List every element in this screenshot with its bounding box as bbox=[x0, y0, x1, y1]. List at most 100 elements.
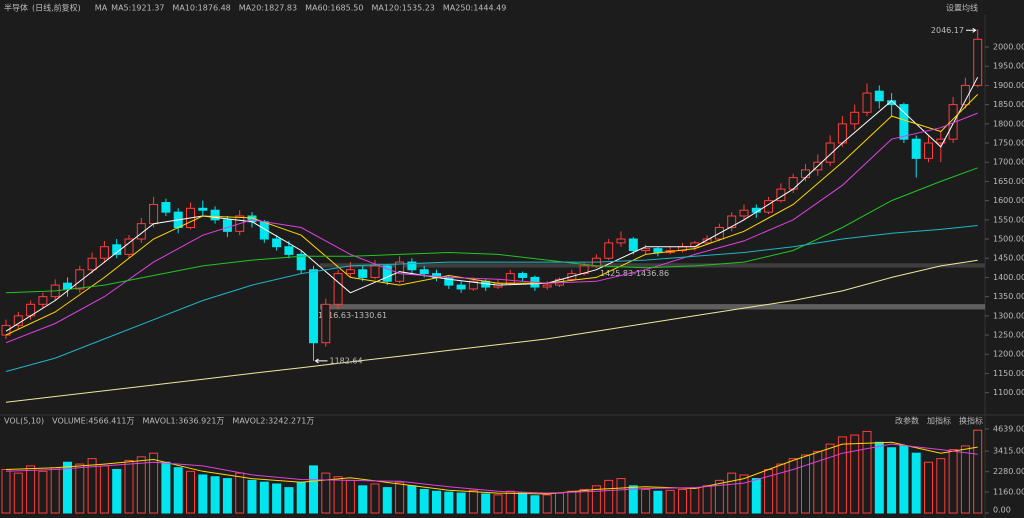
candle-body bbox=[358, 269, 368, 278]
ma-legend: MA60:1685.50 bbox=[305, 4, 363, 13]
vol-y-tick-label: 2280.00 bbox=[993, 467, 1024, 476]
volume-bar bbox=[714, 479, 724, 514]
volume-bar bbox=[899, 445, 909, 514]
candle-body bbox=[641, 248, 651, 252]
volume-bar bbox=[530, 495, 540, 514]
volume-bar bbox=[887, 447, 897, 514]
volume-bar bbox=[776, 463, 786, 514]
candle-body bbox=[911, 138, 921, 159]
vol-legend: VOLUME:4566.411万 bbox=[52, 417, 134, 426]
volume-bar bbox=[284, 487, 294, 514]
candle-body bbox=[75, 269, 85, 290]
y-tick-label: 1750.00 bbox=[993, 139, 1024, 148]
y-tick-label: 1200.00 bbox=[993, 350, 1024, 359]
band-label: 1316.63-1330.61 bbox=[318, 311, 387, 320]
candle-body bbox=[801, 169, 810, 179]
ma-title: MA bbox=[95, 4, 108, 13]
volume-bar bbox=[432, 490, 441, 514]
candle-body bbox=[468, 280, 478, 290]
candle-body bbox=[727, 215, 737, 229]
volume-bar bbox=[186, 470, 195, 514]
candle-body bbox=[505, 273, 515, 284]
y-tick-label: 1100.00 bbox=[993, 388, 1024, 397]
candle-body bbox=[296, 253, 306, 271]
volume-bar bbox=[653, 490, 663, 514]
max-arrow bbox=[966, 27, 977, 33]
volume-bar bbox=[50, 467, 60, 514]
ma-legend: MA20:1827.83 bbox=[239, 4, 297, 13]
volume-bar bbox=[222, 478, 232, 514]
candle-body bbox=[99, 246, 109, 259]
indicator-button[interactable]: 换指标 bbox=[959, 416, 983, 426]
candle-body bbox=[628, 238, 638, 252]
volume-bar bbox=[493, 494, 503, 514]
ma-line bbox=[5, 94, 979, 336]
y-tick-label: 1600.00 bbox=[993, 196, 1024, 205]
candle-body bbox=[862, 92, 872, 113]
volume-bar bbox=[911, 452, 921, 514]
volume-bar bbox=[801, 454, 810, 514]
volume-bar bbox=[370, 483, 380, 514]
y-tick-label: 1500.00 bbox=[993, 235, 1024, 244]
volume-bar bbox=[665, 489, 675, 514]
y-tick-label: 1950.00 bbox=[993, 62, 1024, 71]
candle-body bbox=[518, 273, 528, 278]
ma-line bbox=[5, 225, 978, 372]
volume-bar bbox=[628, 485, 638, 514]
volume-bar bbox=[788, 458, 798, 514]
volume-bar bbox=[124, 459, 134, 514]
volume-bar bbox=[468, 489, 478, 514]
volume-bar bbox=[960, 445, 970, 514]
candle-body bbox=[407, 261, 417, 271]
y-tick-label: 1850.00 bbox=[993, 100, 1024, 109]
candle-body bbox=[38, 296, 48, 305]
y-tick-label: 1700.00 bbox=[993, 158, 1024, 167]
candle-body bbox=[899, 104, 909, 140]
candle-body bbox=[825, 142, 835, 163]
volume-bar bbox=[862, 430, 872, 514]
volume-bar bbox=[161, 461, 171, 514]
candle-body bbox=[136, 223, 146, 240]
volume-bar bbox=[1, 469, 11, 514]
volume-bar bbox=[321, 472, 331, 514]
y-tick-label: 1300.00 bbox=[993, 311, 1024, 320]
candle-body bbox=[948, 104, 958, 140]
volume-bar bbox=[333, 476, 343, 514]
ma-legend: MA250:1444.49 bbox=[443, 4, 506, 13]
indicator-button[interactable]: 改参数 bbox=[895, 416, 919, 426]
y-tick-label: 1800.00 bbox=[993, 119, 1024, 128]
volume-bar bbox=[419, 488, 429, 514]
min-label: 1182.64 bbox=[330, 356, 363, 365]
y-tick-label: 2000.00 bbox=[993, 43, 1024, 52]
candle-body bbox=[333, 273, 343, 305]
volume-bar bbox=[690, 487, 700, 514]
volume-bar bbox=[948, 449, 958, 514]
price-band bbox=[320, 304, 985, 310]
volume-bar bbox=[247, 479, 257, 514]
instrument-name: 半导体 bbox=[4, 3, 28, 13]
volume-bar bbox=[850, 434, 860, 514]
candle-body bbox=[653, 248, 663, 253]
settings-button[interactable]: 设置均线 bbox=[946, 3, 978, 13]
price-band bbox=[320, 263, 985, 268]
candle-body bbox=[616, 238, 626, 244]
y-tick-label: 1900.00 bbox=[993, 81, 1024, 90]
volume-bar bbox=[296, 481, 306, 514]
y-tick-label: 1250.00 bbox=[993, 331, 1024, 340]
volume-bar bbox=[38, 470, 48, 514]
volume-bar bbox=[456, 492, 466, 514]
volume-bar bbox=[309, 465, 318, 514]
volume-bar bbox=[739, 474, 749, 514]
volume-bar bbox=[973, 429, 983, 514]
volume-bar bbox=[837, 436, 847, 514]
y-tick-label: 1150.00 bbox=[993, 369, 1024, 378]
vol-ma-line bbox=[5, 443, 978, 494]
indicator-button[interactable]: 加指标 bbox=[927, 416, 951, 426]
volume-bar bbox=[616, 478, 626, 514]
ma-line bbox=[5, 167, 978, 294]
volume-bar bbox=[444, 491, 454, 514]
volume-bar bbox=[505, 490, 515, 514]
volume-bar bbox=[395, 481, 405, 514]
